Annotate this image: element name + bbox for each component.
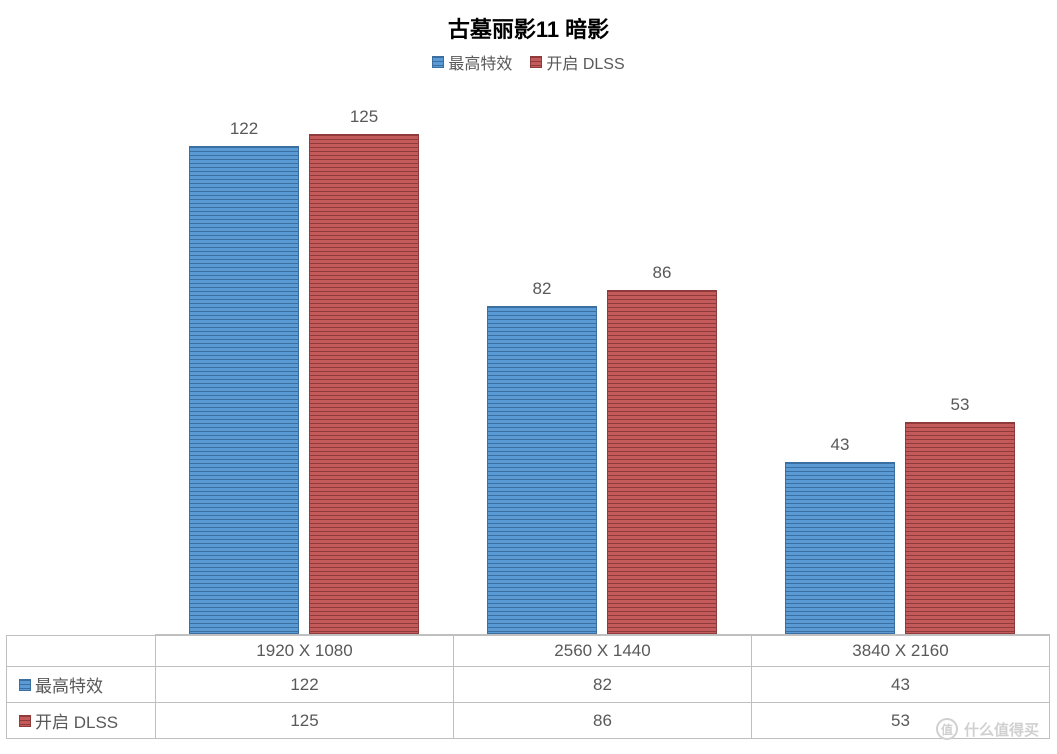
row-swatch-icon bbox=[19, 679, 31, 691]
legend-label: 最高特效 bbox=[448, 50, 512, 74]
table-header-cell: 2560 X 1440 bbox=[454, 636, 752, 667]
table-row-header: 开启 DLSS bbox=[7, 703, 156, 739]
table-row-header: 最高特效 bbox=[7, 667, 156, 703]
watermark-text: 什么值得买 bbox=[964, 719, 1039, 740]
row-swatch-icon bbox=[19, 715, 31, 727]
legend-item-0: 最高特效 bbox=[432, 50, 512, 74]
bar: 125 bbox=[309, 134, 419, 634]
watermark: 值 什么值得买 bbox=[936, 718, 1039, 740]
bar-value-label: 82 bbox=[488, 279, 596, 299]
bar-value-label: 43 bbox=[786, 435, 894, 455]
bar-value-label: 125 bbox=[310, 107, 418, 127]
legend: 最高特效 开启 DLSS bbox=[0, 50, 1057, 74]
bar-value-label: 86 bbox=[608, 263, 716, 283]
plot-area: 12212582864353 bbox=[155, 95, 1050, 635]
table-cell: 125 bbox=[156, 703, 454, 739]
bar-group: 122125 bbox=[155, 134, 453, 634]
bar-value-label: 122 bbox=[190, 119, 298, 139]
table-row: 最高特效 122 82 43 bbox=[7, 667, 1050, 703]
table-cell: 86 bbox=[454, 703, 752, 739]
data-table: 1920 X 1080 2560 X 1440 3840 X 2160 最高特效… bbox=[6, 635, 1050, 739]
legend-label: 开启 DLSS bbox=[546, 50, 624, 74]
table-header-cell: 3840 X 2160 bbox=[752, 636, 1050, 667]
watermark-icon: 值 bbox=[936, 718, 958, 740]
legend-swatch-icon bbox=[530, 56, 542, 68]
bar: 86 bbox=[607, 290, 717, 634]
table-cell: 122 bbox=[156, 667, 454, 703]
bar: 82 bbox=[487, 306, 597, 634]
row-label: 最高特效 bbox=[35, 672, 103, 697]
bar-value-label: 53 bbox=[906, 395, 1014, 415]
table-cell: 43 bbox=[752, 667, 1050, 703]
table-corner-cell bbox=[7, 636, 156, 667]
table-header-cell: 1920 X 1080 bbox=[156, 636, 454, 667]
chart-container: 古墓丽影11 暗影 最高特效 开启 DLSS 12212582864353 19… bbox=[0, 0, 1057, 754]
legend-swatch-icon bbox=[432, 56, 444, 68]
bar-group: 4353 bbox=[751, 422, 1049, 634]
table-row: 开启 DLSS 125 86 53 bbox=[7, 703, 1050, 739]
bar-group: 8286 bbox=[453, 290, 751, 634]
table-header-row: 1920 X 1080 2560 X 1440 3840 X 2160 bbox=[7, 636, 1050, 667]
bar: 43 bbox=[785, 462, 895, 634]
bar: 122 bbox=[189, 146, 299, 634]
legend-item-1: 开启 DLSS bbox=[530, 50, 624, 74]
chart-title: 古墓丽影11 暗影 bbox=[0, 0, 1057, 44]
row-label: 开启 DLSS bbox=[35, 708, 118, 733]
bar: 53 bbox=[905, 422, 1015, 634]
table-cell: 82 bbox=[454, 667, 752, 703]
